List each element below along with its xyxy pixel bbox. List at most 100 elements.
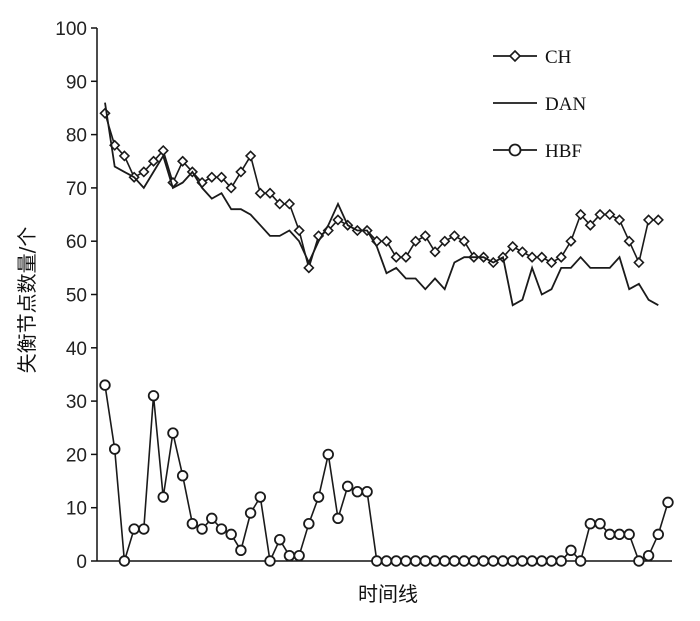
point-hbf <box>429 555 441 567</box>
point-hbf <box>536 555 548 567</box>
point-hbf <box>594 517 606 530</box>
point-ch <box>225 182 237 194</box>
point-ch <box>623 235 635 247</box>
axes: 0 10 20 30 40 50 60 70 80 90 100 <box>55 19 672 573</box>
point-hbf <box>341 480 354 493</box>
point-hbf <box>138 523 150 535</box>
point-hbf <box>439 555 451 567</box>
y-tick-label: 30 <box>66 392 87 413</box>
point-ch <box>138 166 150 178</box>
point-ch <box>575 208 587 221</box>
point-hbf <box>497 555 509 567</box>
legend-label-hbf: HBF <box>545 141 582 162</box>
point-ch <box>613 214 626 226</box>
y-tick-label: 50 <box>66 286 87 307</box>
point-ch <box>419 230 431 242</box>
series-line-dan <box>104 102 659 307</box>
point-hbf <box>584 517 597 530</box>
legend-entry-ch: CH <box>493 47 572 68</box>
x-axis-title: 时间线 <box>358 582 418 606</box>
y-tick-label: 40 <box>66 339 87 360</box>
point-ch <box>526 251 538 263</box>
point-hbf <box>109 443 121 455</box>
point-ch <box>390 251 402 263</box>
point-ch <box>536 251 548 263</box>
point-ch <box>409 235 422 247</box>
point-hbf <box>487 555 499 567</box>
series-dan <box>104 102 659 307</box>
point-hbf <box>254 491 267 503</box>
y-tick-label: 10 <box>66 499 87 520</box>
series-line-hbf <box>104 384 669 564</box>
y-tick-label: 20 <box>66 445 87 466</box>
point-hbf <box>555 555 567 567</box>
point-ch <box>274 198 286 210</box>
point-ch <box>516 246 529 258</box>
point-ch <box>235 166 247 178</box>
point-hbf <box>244 507 257 519</box>
legend-entry-dan: DAN <box>493 94 586 115</box>
point-hbf <box>516 555 529 567</box>
point-hbf <box>574 555 587 567</box>
point-hbf <box>128 523 140 535</box>
point-hbf <box>477 555 490 567</box>
point-hbf <box>613 528 626 541</box>
point-ch <box>642 214 655 226</box>
y-tick-label: 70 <box>66 179 87 200</box>
point-hbf <box>206 512 218 525</box>
point-hbf <box>361 486 373 498</box>
point-hbf <box>458 555 470 567</box>
point-hbf <box>99 379 111 391</box>
point-hbf <box>274 533 286 546</box>
point-ch <box>594 208 606 221</box>
point-ch <box>584 219 596 231</box>
series-line-ch <box>104 113 659 271</box>
point-hbf <box>303 517 315 530</box>
point-hbf <box>565 544 577 557</box>
point-ch <box>147 155 160 167</box>
point-ch <box>380 235 393 247</box>
point-hbf <box>293 549 305 562</box>
point-hbf <box>526 555 538 567</box>
point-ch <box>293 224 305 237</box>
point-ch <box>429 246 441 258</box>
point-hbf <box>186 517 199 530</box>
y-tick-label: 90 <box>66 72 87 93</box>
point-hbf <box>633 555 645 567</box>
legend-marker-ch <box>508 49 522 63</box>
point-hbf <box>196 523 208 535</box>
point-hbf <box>167 427 179 439</box>
point-ch <box>254 187 266 199</box>
point-hbf <box>225 528 237 541</box>
point-ch <box>215 171 228 183</box>
point-hbf <box>623 528 635 541</box>
point-ch <box>545 256 558 269</box>
point-ch <box>652 214 664 226</box>
point-hbf <box>176 470 189 482</box>
point-hbf <box>235 544 247 557</box>
point-ch <box>264 187 276 199</box>
legend-label-dan: DAN <box>545 94 586 115</box>
legend-label-ch: CH <box>545 47 572 68</box>
point-hbf <box>642 549 655 562</box>
point-ch <box>118 150 131 162</box>
y-tick-label: 0 <box>76 552 87 573</box>
point-hbf <box>390 555 402 567</box>
point-hbf <box>118 555 131 567</box>
legend-marker-hbf <box>508 143 522 157</box>
point-hbf <box>545 555 558 567</box>
point-hbf <box>215 523 228 535</box>
point-hbf <box>312 491 325 503</box>
point-ch <box>400 251 412 263</box>
point-hbf <box>147 390 160 402</box>
series-layer <box>99 102 674 567</box>
point-hbf <box>409 555 422 567</box>
point-ch <box>303 262 315 274</box>
point-hbf <box>448 555 461 567</box>
point-ch <box>555 251 567 263</box>
point-hbf <box>662 496 674 509</box>
point-hbf <box>468 555 480 567</box>
point-hbf <box>419 555 432 567</box>
point-ch <box>99 107 111 119</box>
point-hbf <box>506 555 519 567</box>
